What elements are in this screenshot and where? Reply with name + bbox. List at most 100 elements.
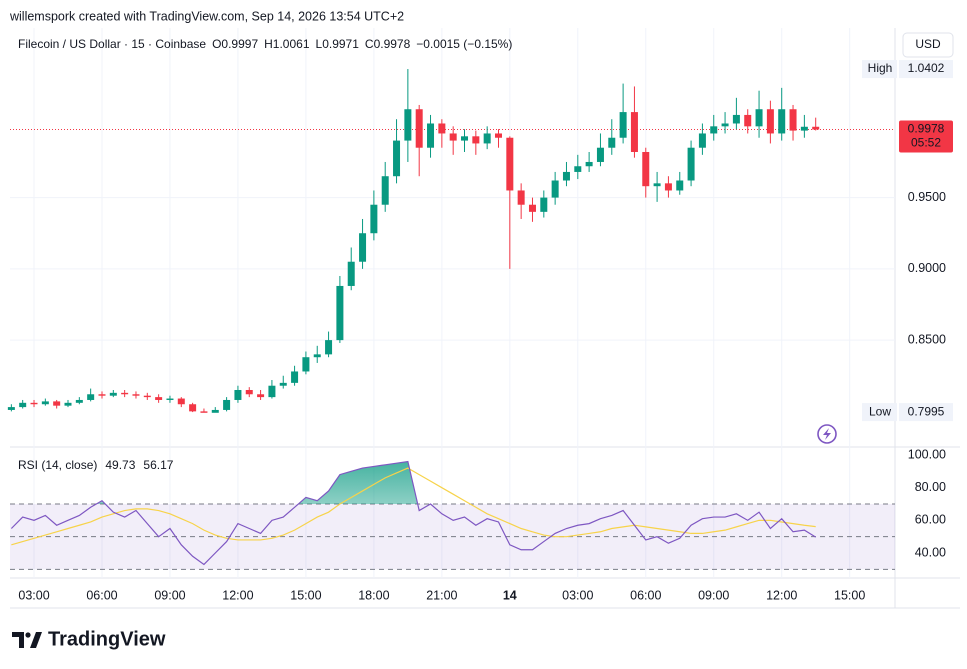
candle-body bbox=[41, 401, 49, 405]
candle-body bbox=[698, 133, 706, 148]
y-tick-label: 40.00 bbox=[915, 545, 946, 559]
extreme-tag bbox=[862, 60, 897, 79]
legend-text: C bbox=[365, 37, 374, 51]
x-tick-label: 14 bbox=[503, 588, 517, 602]
candle-body bbox=[347, 261, 355, 286]
candle-body bbox=[121, 392, 129, 395]
legend-text: L bbox=[316, 37, 323, 51]
candle-body bbox=[506, 137, 514, 191]
last-price-tag bbox=[899, 120, 953, 153]
candle-body bbox=[494, 133, 502, 138]
candle-body bbox=[574, 166, 582, 172]
logo-text: TradingView bbox=[48, 628, 166, 650]
candle-body bbox=[461, 136, 469, 141]
x-tick-label: 03:00 bbox=[562, 588, 593, 602]
candle-body bbox=[87, 394, 95, 400]
layer bbox=[10, 28, 895, 578]
candle-body bbox=[336, 285, 344, 341]
candle-body bbox=[359, 233, 367, 262]
x-tick-label: 06:00 bbox=[86, 588, 117, 602]
legend-text: 0.9978 bbox=[374, 37, 411, 51]
candle-body bbox=[619, 112, 627, 138]
candle-body bbox=[630, 112, 638, 152]
candle-body bbox=[664, 183, 672, 191]
currency-button[interactable] bbox=[902, 32, 954, 58]
legend-text: 0.9997 bbox=[221, 37, 258, 51]
x-tick-label: 21:00 bbox=[426, 588, 457, 602]
overbought-fill bbox=[11, 461, 816, 505]
candle-body bbox=[257, 394, 265, 398]
candle-body bbox=[313, 354, 321, 358]
candle-body bbox=[370, 204, 378, 234]
candle-body bbox=[687, 147, 695, 181]
candle-body bbox=[166, 398, 174, 400]
alert-icon[interactable] bbox=[817, 424, 837, 444]
x-tick-label: 09:00 bbox=[698, 588, 729, 602]
candle-body bbox=[778, 109, 786, 134]
extreme-tag bbox=[899, 60, 953, 79]
candle-body bbox=[30, 402, 38, 405]
extreme-label: Low bbox=[869, 404, 891, 418]
candle-body bbox=[427, 123, 435, 148]
y-tick-label: 100.00 bbox=[908, 447, 946, 461]
x-tick-label: 15:00 bbox=[834, 588, 865, 602]
candle-body bbox=[732, 114, 740, 124]
candle-body bbox=[211, 409, 219, 413]
currency[interactable]: USD bbox=[915, 37, 941, 51]
candle-body bbox=[585, 161, 593, 167]
candle-body bbox=[404, 109, 412, 141]
candle-body bbox=[393, 140, 401, 177]
candle-body bbox=[19, 402, 27, 408]
candle-body bbox=[7, 407, 15, 410]
y-tick-label: 80.00 bbox=[915, 480, 946, 494]
logo: TradingView bbox=[12, 628, 166, 650]
rsi-line bbox=[11, 467, 816, 546]
candle-body bbox=[177, 398, 185, 405]
extreme-value: 0.7995 bbox=[908, 404, 945, 418]
x-tick-label: 15:00 bbox=[290, 588, 321, 602]
y-tick-label: 0.8500 bbox=[908, 332, 946, 346]
candle-body bbox=[653, 183, 661, 187]
layer bbox=[7, 69, 820, 566]
candle-body bbox=[766, 109, 774, 134]
candle-body bbox=[449, 133, 457, 141]
candle-body bbox=[279, 382, 287, 386]
candle-body bbox=[155, 397, 163, 400]
legend-text: −0.0015 (−0.15%) bbox=[416, 37, 512, 51]
candle-body bbox=[200, 411, 208, 413]
candle-body bbox=[710, 126, 718, 134]
x-tick-label: 06:00 bbox=[630, 588, 661, 602]
y-tick-label: 0.9500 bbox=[908, 190, 946, 204]
x-tick-label: 12:00 bbox=[222, 588, 253, 602]
candle-body bbox=[744, 114, 752, 127]
extreme-tag bbox=[862, 403, 897, 422]
candle-body bbox=[223, 399, 231, 410]
candle-body bbox=[642, 151, 650, 187]
candle-body bbox=[415, 109, 423, 148]
candle-body bbox=[143, 395, 151, 398]
candle-body bbox=[381, 176, 389, 205]
candle-body bbox=[540, 197, 548, 212]
candle-body bbox=[302, 357, 310, 372]
candle-body bbox=[234, 389, 242, 400]
extreme-label: High bbox=[868, 61, 893, 75]
countdown: 05:52 bbox=[911, 136, 941, 150]
candle-body bbox=[472, 136, 480, 144]
candle-body bbox=[800, 126, 808, 131]
x-tick-label: 09:00 bbox=[154, 588, 185, 602]
candle-body bbox=[291, 371, 299, 383]
candle-body bbox=[562, 171, 570, 181]
logo-icon bbox=[12, 632, 42, 648]
legend-text: Filecoin / US Dollar · 15 · Coinbase bbox=[18, 37, 206, 51]
x-tick-label: 03:00 bbox=[18, 588, 49, 602]
logo-icon bbox=[25, 632, 31, 638]
x-tick-label: 18:00 bbox=[358, 588, 389, 602]
extreme-value: 1.0402 bbox=[908, 61, 945, 75]
candle-body bbox=[98, 394, 106, 396]
attribution: willemspork created with TradingView.com… bbox=[9, 9, 404, 23]
candle-body bbox=[75, 399, 83, 403]
candle-body bbox=[596, 147, 604, 162]
candle-body bbox=[789, 109, 797, 131]
